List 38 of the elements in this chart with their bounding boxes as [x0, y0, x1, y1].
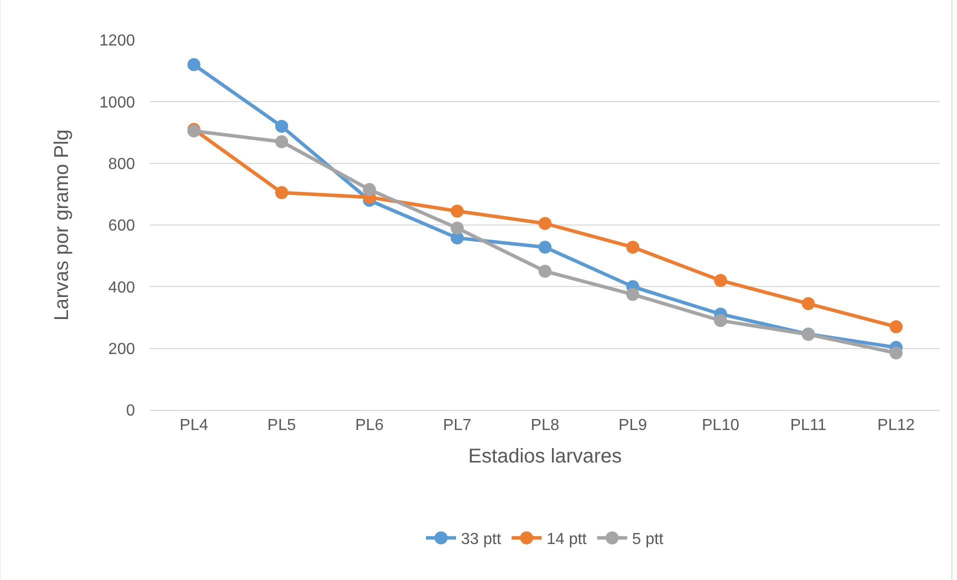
- legend-label: 14 ptt: [546, 531, 588, 548]
- y-tick-label: 1200: [99, 32, 136, 50]
- point: [275, 186, 288, 200]
- legend-label: 5 ptt: [632, 531, 664, 548]
- point: [890, 346, 903, 360]
- point: [538, 216, 552, 230]
- point: [714, 274, 728, 287]
- y-axis-title: Larvas por gramo Plg: [50, 129, 73, 321]
- x-axis-title: Estadios larvares: [468, 446, 622, 468]
- point: [362, 183, 376, 196]
- y-tick-label: 200: [108, 340, 136, 358]
- y-tick-label: 800: [108, 156, 136, 173]
- x-tick-label: PL5: [267, 417, 296, 434]
- point: [626, 288, 640, 301]
- point: [187, 58, 200, 72]
- point: [450, 204, 464, 218]
- y-tick-label: 1000: [99, 94, 136, 112]
- point: [626, 240, 640, 254]
- point: [802, 297, 815, 310]
- x-tick-label: PL6: [355, 417, 384, 434]
- point: [538, 240, 552, 254]
- point: [275, 120, 288, 133]
- y-tick-label: 600: [108, 218, 136, 235]
- point: [538, 264, 552, 278]
- x-tick-label: PL11: [790, 417, 827, 434]
- point: [450, 222, 464, 235]
- x-tick-label: PL12: [877, 417, 915, 434]
- point: [714, 314, 728, 328]
- x-tick-label: PL4: [180, 417, 208, 434]
- x-tick-label: PL8: [530, 417, 560, 434]
- x-tick-label: PL10: [702, 417, 740, 434]
- x-tick-label: PL7: [442, 417, 472, 434]
- y-tick-label: 0: [126, 402, 136, 420]
- point: [275, 135, 288, 148]
- point: [890, 320, 903, 334]
- legend-label: 33 ptt: [461, 531, 502, 548]
- y-tick-label: 400: [108, 279, 136, 296]
- x-tick-label: PL9: [618, 417, 648, 434]
